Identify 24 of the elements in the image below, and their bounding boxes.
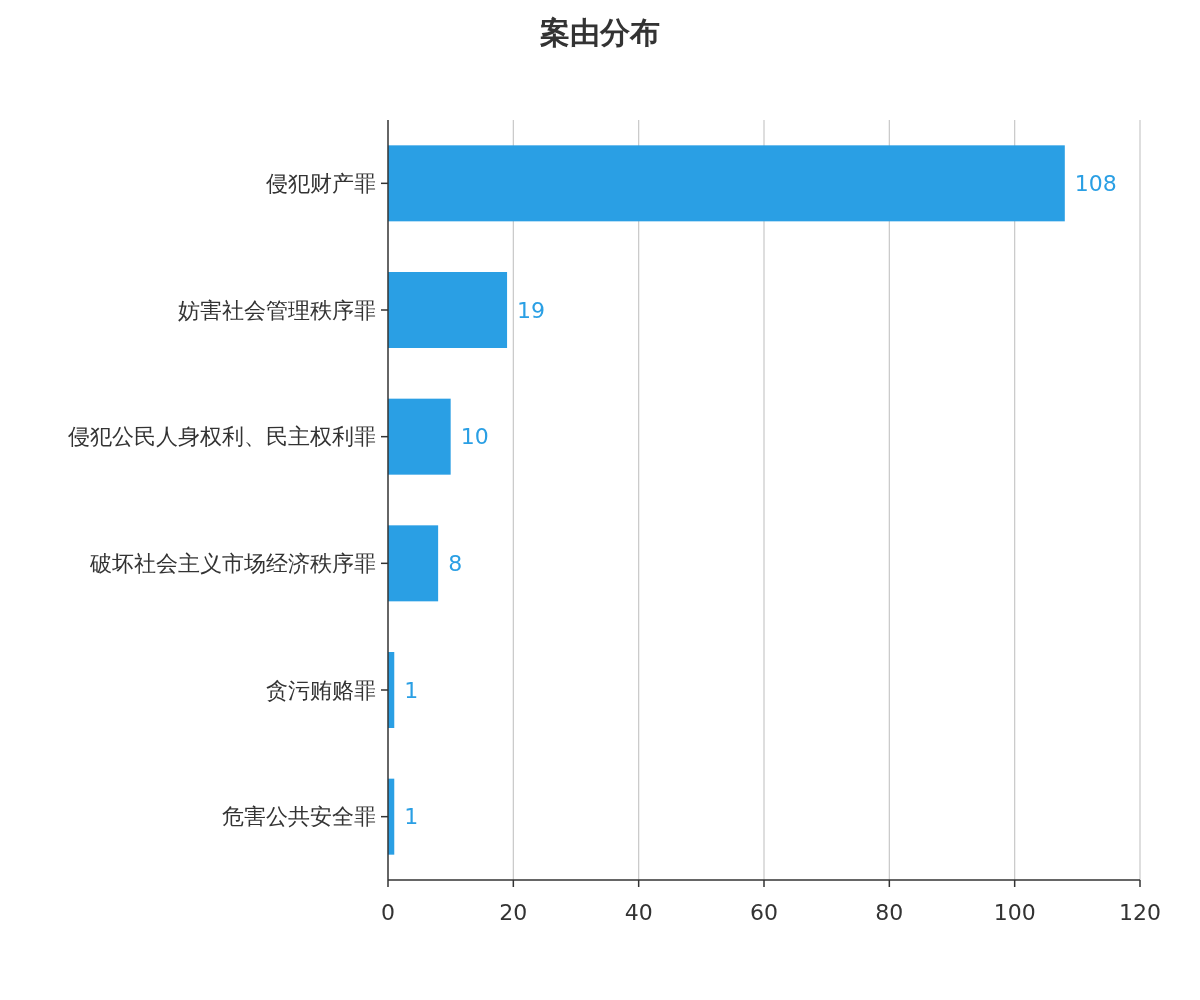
y-tick-label: 破坏社会主义市场经济秩序罪 — [89, 551, 376, 577]
bar — [388, 525, 439, 602]
x-tick-label: 0 — [381, 899, 395, 925]
bar — [388, 272, 508, 348]
x-tick-label: 20 — [499, 899, 528, 925]
y-tick-label: 妨害社会管理秩序罪 — [178, 297, 376, 323]
data-label: 108 — [1074, 171, 1117, 197]
chart-title: 案由分布 — [539, 14, 660, 50]
bar — [388, 398, 451, 475]
data-label: 1 — [404, 804, 419, 830]
x-tick-label: 100 — [993, 899, 1036, 925]
y-tick-label: 侵犯财产罪 — [266, 171, 376, 197]
y-tick-label: 危害公共安全罪 — [222, 804, 376, 830]
x-tick-label: 60 — [750, 899, 778, 925]
x-tick-label: 120 — [1119, 899, 1161, 925]
data-label: 1 — [404, 677, 419, 703]
data-label: 19 — [517, 297, 546, 323]
x-tick-label: 80 — [875, 899, 904, 925]
y-tick-label: 贪污贿赂罪 — [266, 677, 376, 703]
data-label: 8 — [448, 551, 463, 577]
y-tick-label: 侵犯公民人身权利、民主权利罪 — [68, 424, 376, 450]
bar — [388, 145, 1065, 222]
data-label: 10 — [460, 424, 489, 450]
x-tick-label: 40 — [624, 899, 653, 925]
